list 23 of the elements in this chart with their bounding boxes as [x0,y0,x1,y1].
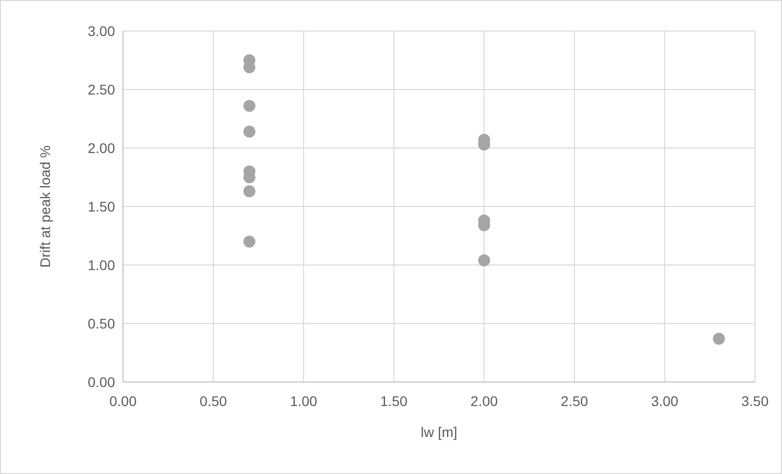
y-tick-label: 2.50 [88,81,116,98]
y-tick-label: 1.00 [88,256,116,273]
x-tick-label: 0.00 [109,393,137,409]
point [478,254,490,266]
y-tick-label: 0.00 [88,374,116,390]
y-tick-label: 0.50 [88,315,116,332]
y-tick-label: 3.00 [88,22,116,39]
x-tick-label: 1.00 [290,393,318,409]
x-tick-label: 2.00 [470,393,498,409]
y-axis-title: Drift at peak load % [37,145,53,268]
point [243,100,256,112]
y-tick-label: 2.00 [88,140,116,156]
x-tick-label: 1.50 [380,393,408,409]
x-tick-label: 0.50 [200,393,228,409]
point [243,185,256,198]
x-tick-label: 3.00 [651,393,679,409]
x-tick-label: 2.50 [560,393,588,409]
y-tick-label: 1.50 [88,198,116,214]
x-tick-label: 3.50 [741,393,769,409]
point [712,332,725,345]
x-axis-title: lw [m] [420,424,458,440]
point [243,126,256,138]
point [243,236,256,248]
